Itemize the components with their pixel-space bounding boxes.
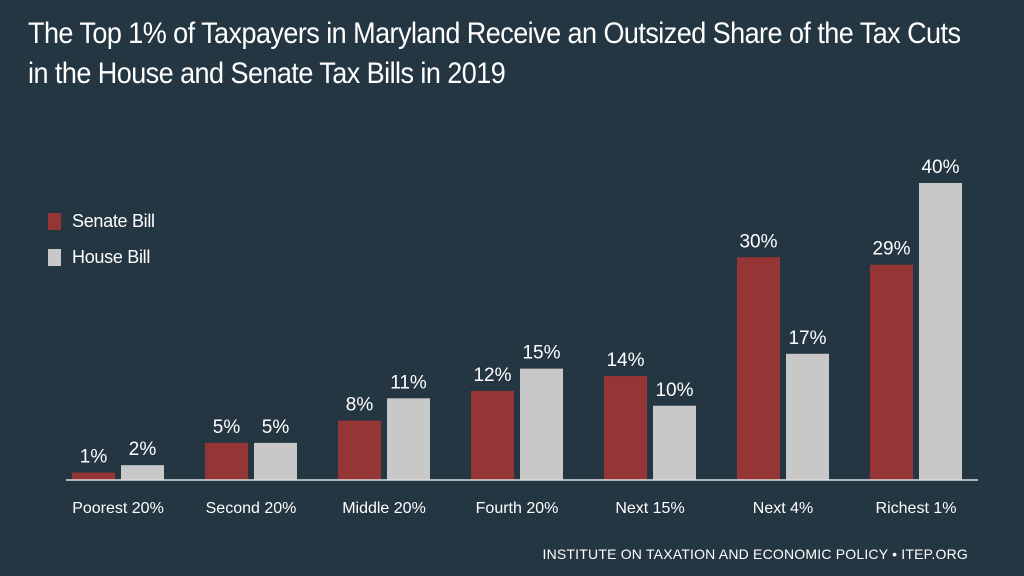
bar-senate-0 xyxy=(72,472,115,480)
bar-senate-6 xyxy=(870,264,913,480)
x-tick-label-4: Next 15% xyxy=(615,500,684,517)
bar-house-5 xyxy=(786,353,829,480)
data-label-house-2: 11% xyxy=(390,372,427,393)
legend-label-house: House Bill xyxy=(72,246,151,267)
x-tick-label-5: Next 4% xyxy=(753,500,813,517)
bar-house-6 xyxy=(919,183,962,480)
data-label-house-4: 10% xyxy=(655,380,693,401)
data-label-house-1: 5% xyxy=(262,417,290,438)
bar-house-4 xyxy=(653,405,696,480)
bar-senate-3 xyxy=(471,390,514,480)
data-label-senate-5: 30% xyxy=(739,231,777,252)
legend-swatch-house xyxy=(48,248,61,266)
data-label-senate-4: 14% xyxy=(606,350,644,371)
chart-legend: Senate Bill House Bill xyxy=(48,210,155,284)
data-label-house-6: 40% xyxy=(921,157,959,178)
bar-senate-1 xyxy=(205,442,248,480)
data-label-senate-3: 12% xyxy=(473,365,511,386)
data-label-house-0: 2% xyxy=(129,439,157,460)
bar-senate-5 xyxy=(737,257,780,480)
x-tick-label-6: Richest 1% xyxy=(876,500,957,517)
legend-item-house: House Bill xyxy=(48,246,155,267)
bar-senate-4 xyxy=(604,376,647,480)
data-label-house-5: 17% xyxy=(788,328,826,349)
legend-item-senate: Senate Bill xyxy=(48,210,155,231)
chart-title-line-1: The Top 1% of Taxpayers in Maryland Rece… xyxy=(28,17,961,50)
x-tick-label-3: Fourth 20% xyxy=(476,500,559,517)
bar-house-2 xyxy=(387,398,430,480)
data-label-house-3: 15% xyxy=(522,343,560,364)
chart-title-line-2: in the House and Senate Tax Bills in 201… xyxy=(28,57,506,90)
bar-house-0 xyxy=(121,465,164,480)
data-label-senate-6: 29% xyxy=(872,239,910,260)
x-tick-label-2: Middle 20% xyxy=(342,500,426,517)
legend-label-senate: Senate Bill xyxy=(72,210,155,231)
bar-house-1 xyxy=(254,442,297,480)
x-tick-label-1: Second 20% xyxy=(206,500,297,517)
bar-senate-2 xyxy=(338,420,381,480)
source-credit: INSTITUTE ON TAXATION AND ECONOMIC POLIC… xyxy=(542,546,968,562)
legend-swatch-senate xyxy=(48,212,61,230)
bar-house-3 xyxy=(520,368,563,480)
data-label-senate-2: 8% xyxy=(346,395,374,416)
data-label-senate-1: 5% xyxy=(213,417,241,438)
chart-title: The Top 1% of Taxpayers in Maryland Rece… xyxy=(28,14,961,94)
x-tick-label-0: Poorest 20% xyxy=(72,500,164,517)
data-label-senate-0: 1% xyxy=(80,447,108,468)
